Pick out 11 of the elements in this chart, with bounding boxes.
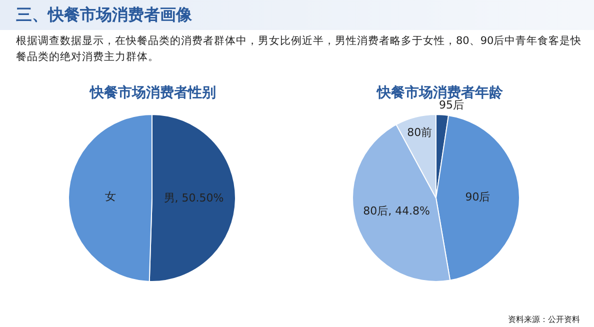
chart-title: 快餐市场消费者性别 (90, 84, 216, 102)
slice-label: 男, 50.50% (164, 192, 224, 205)
chart-title: 快餐市场消费者年龄 (377, 84, 503, 101)
slice-label: 90后 (465, 190, 490, 204)
slice-label: 80前 (407, 126, 432, 140)
text: 根据调查数据显示，在快餐品类的消费者群体中，男女比例近半，男性消费者略多于女性，80、90后中青年食客是快餐品类的绝对消费主力群体。 (16, 34, 582, 65)
text: 资料来源：公开资料 (508, 314, 580, 325)
slice-label: 95后 (438, 98, 464, 112)
slice-label: 80后, 44.8% (363, 204, 430, 218)
slice-label: 女 (104, 190, 116, 204)
text: 三、快餐市场消费者画像 (16, 5, 192, 26)
